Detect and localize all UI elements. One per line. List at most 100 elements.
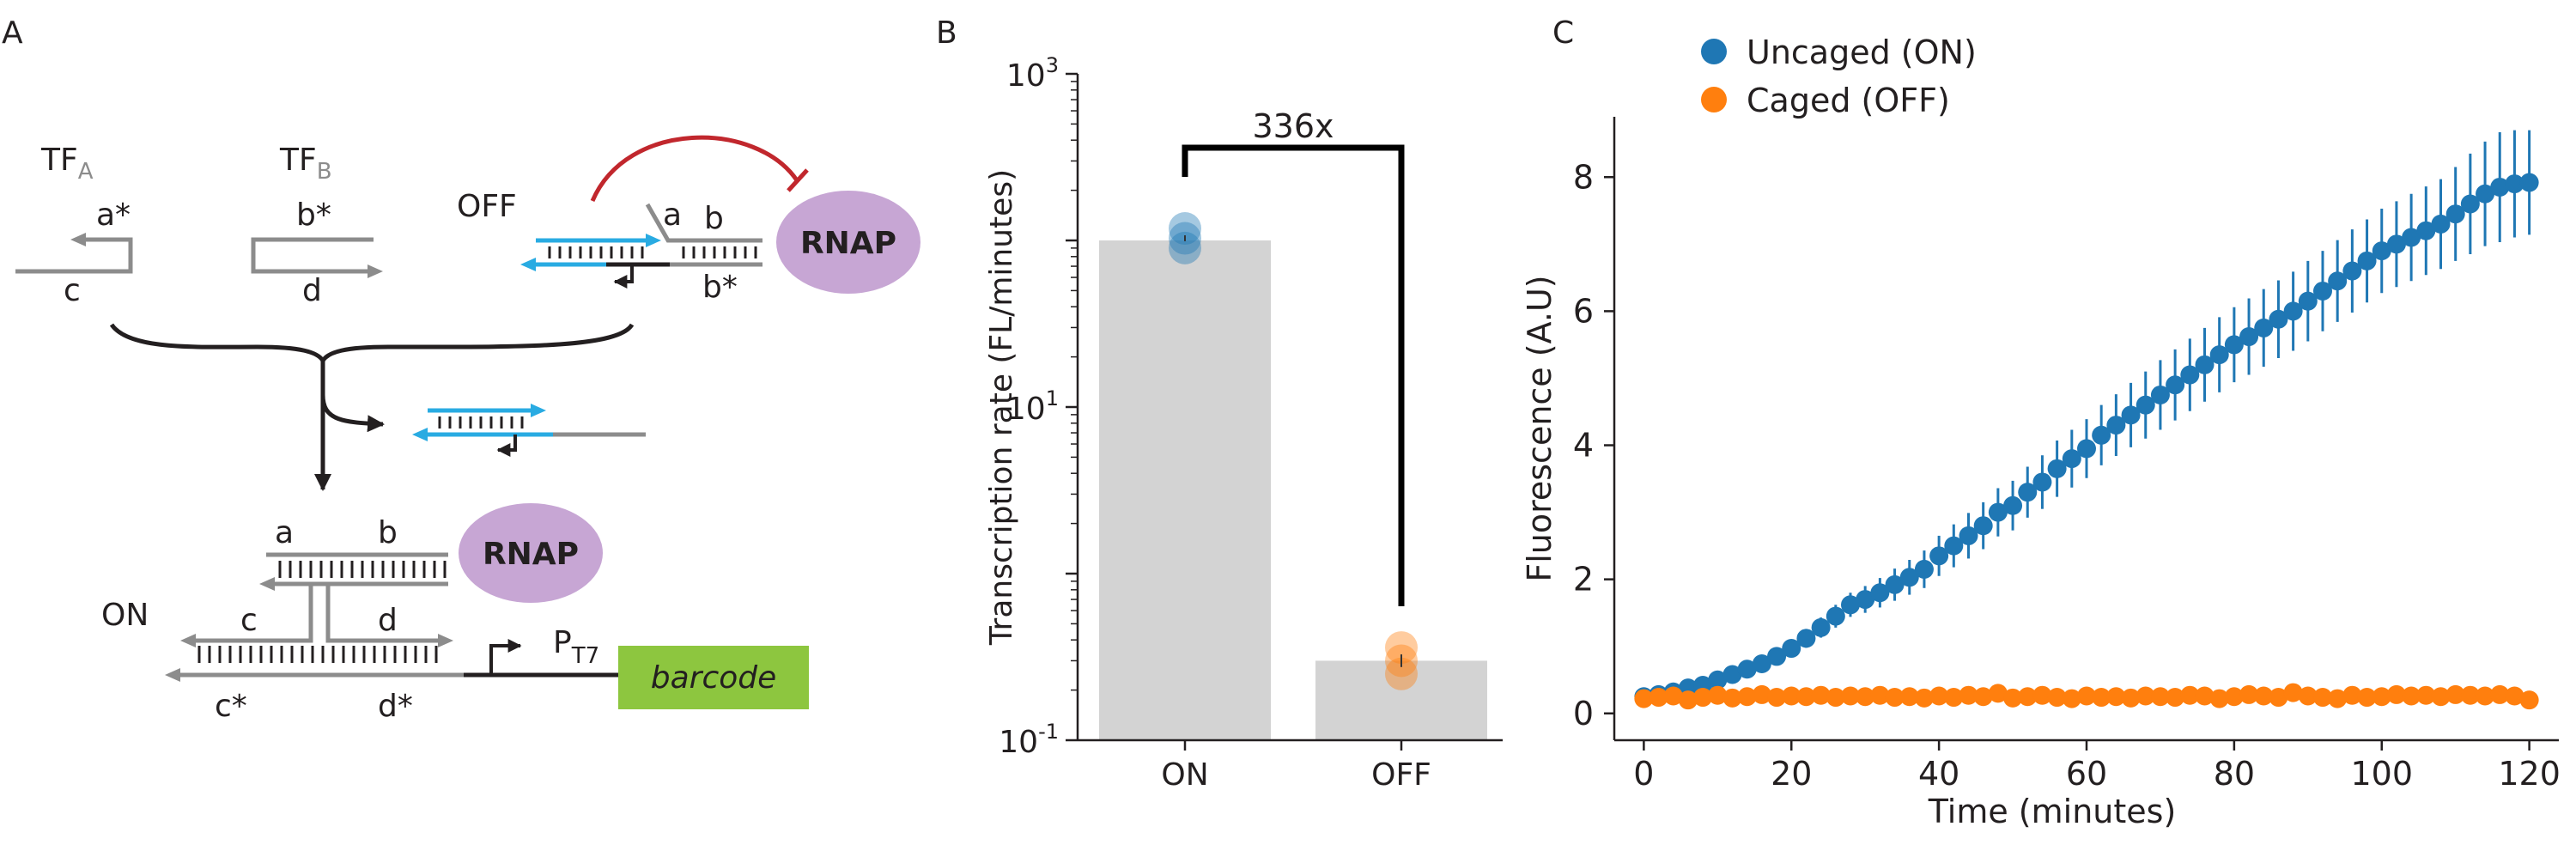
point-uncaged xyxy=(2136,395,2155,415)
domain-d-star-on: d* xyxy=(378,689,413,724)
point-caged xyxy=(1752,684,1771,704)
x-tick-label: 20 xyxy=(1771,755,1812,793)
inhibition-bar xyxy=(787,168,809,192)
point-uncaged xyxy=(1708,670,1728,690)
on-bottom-hybrid-ticks xyxy=(197,646,438,663)
t7-promoter-arrow xyxy=(489,639,522,675)
domain-c-star-on: c* xyxy=(215,689,247,724)
domain-d: d xyxy=(302,273,322,308)
point-caged xyxy=(2224,687,2244,707)
y-tick-label: 101 xyxy=(1006,386,1059,427)
point-uncaged xyxy=(2490,177,2510,197)
point-caged xyxy=(2195,686,2215,706)
panel-b: B 10-1 101 103 ON OFF Transcription rate (FL/… xyxy=(936,15,1503,793)
tf-a-arrowhead xyxy=(70,233,86,246)
off-top-strand xyxy=(645,203,762,243)
x-tick-label: OFF xyxy=(1371,757,1431,793)
point-uncaged xyxy=(1973,516,1993,536)
point-caged xyxy=(2476,686,2495,706)
point-caged xyxy=(1914,688,1934,708)
point-uncaged xyxy=(1841,595,1860,615)
on-d-arrowhead xyxy=(438,634,453,647)
rnap-on-label: RNAP xyxy=(483,537,579,572)
point-uncaged xyxy=(2180,365,2200,385)
point-caged xyxy=(1663,686,1683,706)
point-uncaged xyxy=(1811,617,1831,637)
point-uncaged xyxy=(1929,546,1949,566)
x-tick-label: 40 xyxy=(1918,755,1959,793)
y-tick-label: 2 xyxy=(1573,561,1594,599)
point-caged xyxy=(2269,688,2288,708)
point-uncaged xyxy=(2121,405,2141,425)
point-caged xyxy=(2150,687,2170,707)
point-caged xyxy=(2106,687,2126,707)
domain-b-star-off: b* xyxy=(702,270,738,305)
point-caged xyxy=(2047,688,2067,708)
replicate-point-off xyxy=(1385,657,1418,690)
rnap-on xyxy=(459,503,603,603)
released-cage-bottom-arrowhead xyxy=(412,428,428,441)
point-caged xyxy=(2505,686,2524,706)
point-caged xyxy=(1678,690,1698,710)
point-caged xyxy=(1782,686,1801,706)
point-uncaged xyxy=(2254,318,2274,337)
point-caged xyxy=(1649,688,1668,708)
y-tick-label: 103 xyxy=(1006,53,1059,94)
cage-bottom-arrowhead xyxy=(520,258,536,271)
point-uncaged xyxy=(1767,647,1787,666)
point-caged xyxy=(1693,688,1713,708)
x-tick-label: ON xyxy=(1161,757,1208,793)
point-uncaged xyxy=(2313,281,2332,301)
point-uncaged xyxy=(1856,590,1875,610)
on-top-hybrid-ticks xyxy=(278,561,447,578)
tf-a-label: TFA xyxy=(40,143,94,185)
point-caged xyxy=(2018,687,2038,707)
state-on-label: ON xyxy=(101,598,149,633)
point-uncaged xyxy=(2342,261,2362,281)
point-uncaged xyxy=(2195,355,2215,374)
bar-chart: 10-1 101 103 ON OFF Transcription rate (FL/mi… xyxy=(984,53,1503,793)
point-uncaged xyxy=(2269,309,2288,329)
point-caged xyxy=(2460,685,2480,705)
point-caged xyxy=(2209,689,2229,708)
point-caged xyxy=(1796,687,1816,707)
point-uncaged xyxy=(2416,221,2436,240)
point-caged xyxy=(2166,688,2185,708)
cage-top-arrowhead xyxy=(646,234,661,247)
off-hybrid-ticks xyxy=(548,246,757,258)
replicate-point-on xyxy=(1169,231,1201,264)
point-uncaged xyxy=(1722,665,1742,684)
point-uncaged xyxy=(2298,291,2318,311)
point-uncaged xyxy=(2431,214,2451,234)
point-uncaged xyxy=(2062,449,2081,469)
point-caged xyxy=(2402,686,2421,706)
x-tick-label: 100 xyxy=(2350,755,2413,793)
point-caged xyxy=(2092,688,2111,708)
point-uncaged xyxy=(2047,459,2067,478)
domain-c-on: c xyxy=(240,603,258,638)
point-caged xyxy=(1899,687,1919,707)
point-caged xyxy=(1973,687,1993,707)
y-tick-label: 0 xyxy=(1573,695,1594,732)
t7-promoter-label: PT7 xyxy=(553,625,599,669)
state-off-label: OFF xyxy=(457,189,517,224)
point-uncaged xyxy=(2092,425,2111,445)
legend-label-uncaged: Uncaged (ON) xyxy=(1747,33,1977,71)
on-d-strand xyxy=(325,584,440,643)
legend-label-caged: Caged (OFF) xyxy=(1747,82,1950,119)
point-uncaged xyxy=(2476,184,2495,204)
point-uncaged xyxy=(2166,375,2185,395)
point-uncaged xyxy=(1988,502,2008,522)
point-uncaged xyxy=(2150,385,2170,404)
point-caged xyxy=(2121,688,2141,708)
legend-marker-caged xyxy=(1701,87,1727,112)
rnap-off-label: RNAP xyxy=(800,226,896,261)
point-caged xyxy=(2519,690,2539,710)
tf-b-label: TFB xyxy=(279,143,332,185)
point-caged xyxy=(2386,684,2406,704)
point-uncaged xyxy=(1870,583,1890,603)
point-uncaged xyxy=(1899,568,1919,587)
point-caged xyxy=(1634,689,1654,708)
